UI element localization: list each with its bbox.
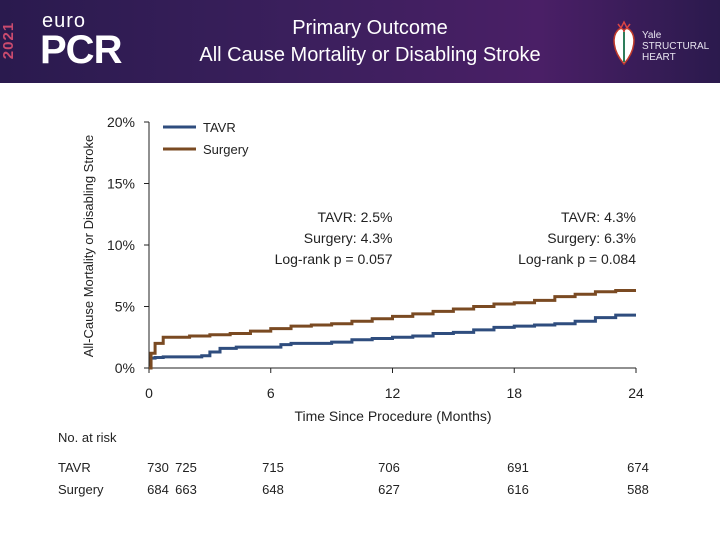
legend-label-surgery: Surgery	[203, 142, 249, 157]
annotation-text: Log-rank p = 0.057	[275, 251, 393, 267]
x-tick-label: 6	[267, 385, 275, 401]
header-banner: 2021 euro PCR Primary Outcome All Cause …	[0, 0, 720, 83]
x-axis-label: Time Since Procedure (Months)	[294, 408, 491, 424]
logo-pcr-text: PCR	[40, 28, 122, 72]
risk-cell: 684	[147, 482, 169, 497]
y-tick-label: 15%	[107, 176, 135, 192]
series-line-tavr	[149, 313, 636, 370]
risk-cell: 588	[627, 482, 649, 497]
chart-axes: 0% 5% 10% 15% 20% 0 6 12 18 24 Time Since Procedur…	[81, 114, 644, 424]
chart-series	[149, 289, 636, 370]
y-tick-label: 0%	[115, 360, 135, 376]
y-tick-label: 10%	[107, 237, 135, 253]
risk-row-label: TAVR	[58, 460, 91, 475]
x-tick-label: 18	[506, 385, 522, 401]
logo-euro-text: euro	[42, 10, 87, 32]
series-line-surgery	[149, 289, 636, 370]
risk-cell: 725	[175, 460, 197, 475]
slide-title: Primary Outcome All Cause Mortality or D…	[160, 15, 580, 69]
chart-annotations: TAVR: 2.5% Surgery: 4.3% Log-rank p = 0.05…	[275, 209, 637, 267]
risk-cell: 730	[147, 460, 169, 475]
risk-cell: 616	[507, 482, 529, 497]
annotation-text: TAVR: 2.5%	[318, 209, 393, 225]
x-tick-label: 0	[145, 385, 153, 401]
annotation-text: Log-rank p = 0.084	[518, 251, 636, 267]
yale-logo: Yale STRUCTURAL HEART	[610, 18, 710, 74]
yale-logo-line-1: Yale	[642, 30, 662, 41]
risk-cell: 706	[378, 460, 400, 475]
x-tick-label: 12	[385, 385, 401, 401]
chart-legend: TAVR Surgery	[163, 120, 249, 157]
risk-table-title: No. at risk	[58, 430, 117, 445]
risk-cell: 627	[378, 482, 400, 497]
risk-cell: 663	[175, 482, 197, 497]
annotation-text: TAVR: 4.3%	[561, 209, 636, 225]
yale-heart-icon	[613, 20, 635, 66]
y-tick-label: 5%	[115, 299, 135, 315]
title-line-2: All Cause Mortality or Disabling Stroke	[199, 44, 541, 66]
risk-cell: 691	[507, 460, 529, 475]
risk-cell: 715	[262, 460, 284, 475]
y-tick-label: 20%	[107, 114, 135, 130]
annotation-text: Surgery: 4.3%	[304, 230, 393, 246]
yale-logo-line-3: HEART	[642, 52, 676, 63]
title-line-1: Primary Outcome	[292, 17, 448, 39]
legend-label-tavr: TAVR	[203, 120, 236, 135]
y-axis-label: All-Cause Mortality or Disabling Stroke	[81, 135, 96, 358]
annotation-text: Surgery: 6.3%	[547, 230, 636, 246]
risk-cell: 648	[262, 482, 284, 497]
risk-cell: 674	[627, 460, 649, 475]
yale-logo-text: Yale STRUCTURAL HEART	[642, 30, 709, 63]
x-tick-label: 24	[628, 385, 644, 401]
risk-row-label: Surgery	[58, 482, 104, 497]
yale-logo-line-2: STRUCTURAL	[642, 41, 710, 52]
